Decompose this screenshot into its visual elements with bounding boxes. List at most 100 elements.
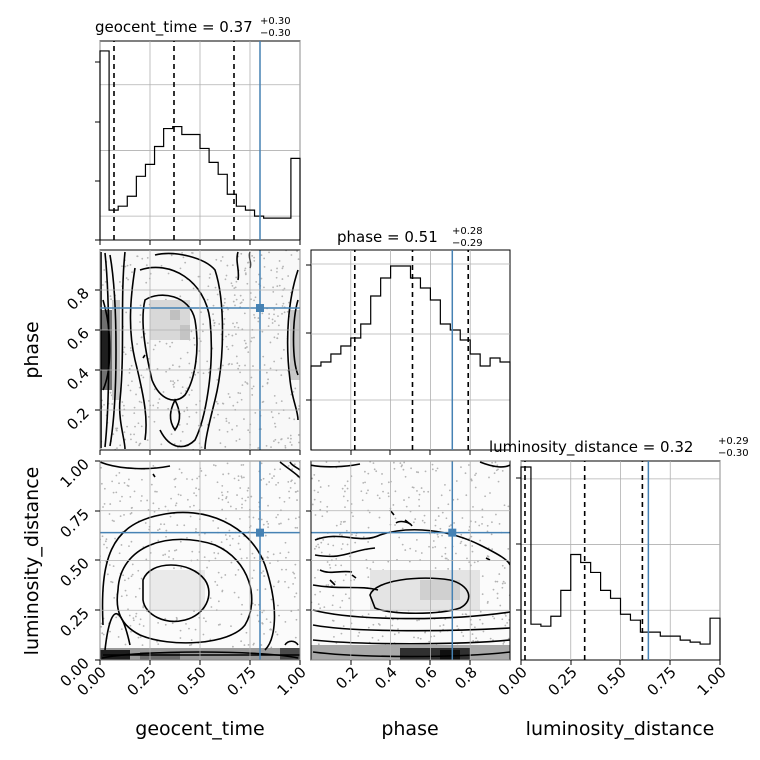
scatter-dot: [213, 322, 216, 325]
scatter-dot: [206, 566, 208, 569]
scatter-dot: [496, 592, 499, 595]
scatter-dot: [174, 486, 177, 488]
scatter-dot: [175, 502, 178, 505]
scatter-dot: [138, 623, 141, 626]
scatter-dot: [195, 487, 197, 490]
scatter-dot: [165, 529, 168, 532]
scatter-dot: [183, 410, 186, 413]
scatter-dot: [179, 357, 182, 360]
scatter-dot: [137, 569, 140, 572]
scatter-dot: [216, 584, 219, 587]
scatter-dot: [415, 539, 418, 541]
scatter-dot: [264, 588, 267, 590]
scatter-dot: [113, 596, 116, 599]
scatter-dot: [224, 297, 226, 300]
scatter-dot: [281, 295, 284, 298]
scatter-dot: [346, 487, 349, 490]
scatter-dot: [294, 577, 297, 579]
scatter-dot: [230, 625, 232, 628]
scatter-dot: [273, 468, 276, 471]
scatter-dot: [292, 571, 294, 574]
scatter-dot: [215, 258, 218, 261]
xtick-phase-1: 0.4: [371, 663, 401, 693]
scatter-dot: [197, 275, 200, 278]
scatter-dot: [226, 430, 229, 433]
scatter-dot: [267, 378, 270, 381]
scatter-dot: [431, 468, 434, 471]
scatter-dot: [227, 501, 230, 504]
scatter-dot: [384, 615, 387, 618]
scatter-dot: [263, 286, 265, 289]
scatter-dot: [321, 515, 324, 518]
scatter-dot: [200, 446, 203, 449]
scatter-dot: [260, 644, 263, 646]
scatter-dot: [156, 640, 158, 643]
scatter-dot: [144, 522, 147, 524]
scatter-dot: [153, 388, 156, 391]
scatter-dot: [244, 347, 247, 350]
scatter-dot: [145, 281, 148, 284]
scatter-dot: [502, 642, 505, 645]
scatter-dot: [140, 336, 143, 339]
scatter-dot: [332, 544, 335, 547]
scatter-dot: [157, 539, 160, 542]
scatter-dot: [286, 310, 289, 313]
scatter-dot: [342, 495, 345, 498]
scatter-dot: [235, 333, 237, 336]
scatter-dot: [362, 536, 365, 538]
scatter-dot: [219, 623, 221, 626]
scatter-dot: [332, 594, 335, 597]
ytick-phase-3: 0.8: [63, 284, 93, 314]
scatter-dot: [192, 287, 195, 290]
scatter-dot: [132, 617, 135, 620]
scatter-dot: [150, 483, 153, 486]
scatter-dot: [338, 533, 341, 536]
scatter-dot: [157, 529, 159, 532]
scatter-dot: [257, 317, 260, 319]
scatter-dot: [334, 580, 337, 583]
scatter-dot: [281, 267, 284, 270]
scatter-dot: [239, 487, 242, 489]
scatter-dot: [392, 461, 395, 464]
scatter-dot: [398, 536, 401, 539]
scatter-dot: [250, 340, 252, 343]
scatter-dot: [171, 622, 174, 625]
scatter-dot: [268, 251, 270, 254]
scatter-dot: [424, 631, 426, 634]
scatter-dot: [131, 271, 133, 274]
scatter-dot: [226, 264, 229, 267]
scatter-dot: [262, 477, 265, 480]
scatter-dot: [278, 260, 281, 262]
scatter-dot: [333, 635, 335, 638]
scatter-dot: [142, 606, 145, 609]
scatter-dot: [119, 515, 122, 518]
scatter-dot: [186, 478, 188, 480]
scatter-dot: [260, 518, 263, 521]
scatter-dot: [496, 597, 499, 600]
scatter-dot: [397, 628, 399, 630]
scatter-dot: [250, 495, 253, 498]
scatter-dot: [431, 463, 434, 466]
scatter-dot: [130, 438, 132, 441]
scatter-dot: [432, 540, 435, 542]
scatter-dot: [444, 483, 446, 486]
title-luminosity-distance-sub: −0.30: [718, 448, 749, 459]
scatter-dot: [160, 443, 163, 446]
scatter-dot: [235, 280, 238, 283]
scatter-dot: [270, 269, 273, 272]
scatter-dot: [133, 490, 136, 493]
scatter-dot: [239, 294, 242, 297]
scatter-dot: [448, 489, 451, 492]
scatter-dot: [387, 560, 390, 563]
scatter-dot: [239, 302, 242, 305]
scatter-dot: [256, 589, 259, 591]
scatter-dot: [177, 493, 180, 496]
scatter-dot: [230, 282, 233, 285]
scatter-dot: [106, 573, 109, 576]
scatter-dot: [290, 444, 293, 446]
scatter-dot: [227, 348, 230, 351]
scatter-dot: [278, 284, 281, 287]
scatter-dot: [131, 563, 134, 566]
scatter-dot: [208, 276, 211, 279]
scatter-dot: [140, 425, 143, 428]
